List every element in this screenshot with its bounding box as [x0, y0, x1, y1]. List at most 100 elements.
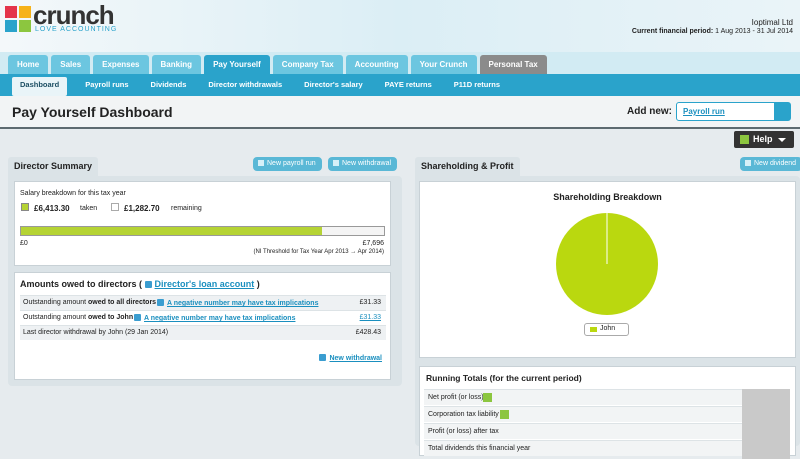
add-new-select[interactable]: Payroll run [676, 102, 791, 121]
nav-tab[interactable]: Sales [51, 55, 91, 74]
logo-square [5, 20, 17, 32]
range-min: £0 [20, 240, 28, 247]
legend-swatch [590, 327, 597, 332]
button[interactable]: New payroll run [253, 157, 322, 171]
sub-nav-item[interactable]: P11D returns [453, 80, 501, 89]
nav-tab[interactable]: Personal Tax [479, 55, 547, 74]
plus-icon [745, 160, 751, 166]
row-link[interactable]: A negative number may have tax implicati… [134, 314, 295, 322]
row-link[interactable]: A negative number may have tax implicati… [157, 299, 318, 307]
total-row: Total dividends this financial year [424, 440, 744, 456]
nav-tab[interactable]: Expenses [93, 55, 149, 74]
link-icon [134, 314, 141, 321]
help-label: Help [753, 134, 773, 144]
owed-row: Last director withdrawal by John (29 Jan… [20, 325, 386, 340]
sub-nav-item[interactable]: PAYE returns [384, 80, 432, 89]
link-icon [157, 299, 164, 306]
nav-tab[interactable]: Pay Yourself [204, 55, 270, 74]
progress-bar [20, 226, 385, 236]
row-amount[interactable]: £31.33 [359, 314, 381, 321]
period-label: Current financial period: [631, 28, 714, 35]
tab-bar: Home Sales Expenses Banking Pay Yourself Comp… [0, 52, 800, 74]
remaining-swatch [111, 203, 119, 211]
threshold-note: (NI Threshold for Tax Year Apr 2013 → Ap… [253, 249, 384, 255]
new-withdrawal-link[interactable]: New withdrawal [329, 355, 382, 362]
chart-title: Shareholding Breakdown [553, 192, 662, 202]
shareholding-panel: Shareholding Breakdown John Running Tota… [415, 176, 800, 459]
pie [556, 213, 658, 315]
tagline: LOVE ACCOUNTING [35, 26, 118, 33]
nav-tab[interactable]: Your Crunch [410, 55, 477, 74]
button-label: New payroll run [267, 160, 316, 167]
title-bar: Pay Yourself Dashboard Add new: Payroll … [0, 96, 800, 129]
header: crunch LOVE ACCOUNTING Ioptimal Ltd Curr… [0, 0, 800, 52]
help-icon [740, 135, 749, 144]
director-panel: Salary breakdown for this tax year £6,41… [8, 176, 402, 386]
logo[interactable]: crunch [33, 0, 115, 30]
total-row: Net profit (or loss) [424, 389, 744, 405]
total-row: Corporation tax liability [424, 406, 744, 422]
legend: John [584, 323, 629, 336]
owed-title-text: Amounts owed to directors ( [20, 279, 143, 289]
chart-box: Shareholding Breakdown John [419, 181, 796, 358]
loan-account-link[interactable]: Director's loan account [154, 279, 255, 289]
legend-label: John [600, 325, 616, 332]
row-label: Outstanding amount owed to all directors [23, 299, 156, 306]
panel-tab: Director Summary [8, 157, 99, 176]
button-label: New withdrawal [342, 160, 392, 167]
salary-heading: Salary breakdown for this tax year [20, 190, 126, 197]
help-icon [500, 410, 509, 419]
help-button[interactable]: Help [734, 131, 794, 148]
owed-title-end: ) [256, 279, 260, 289]
help-icon [483, 393, 492, 402]
nav-tab[interactable]: Banking [151, 55, 202, 74]
row-label-text: Last director withdrawal by John (29 Jan… [23, 329, 169, 336]
nav-tab[interactable]: Accounting [345, 55, 408, 74]
remaining-amount: £1,282.70 [124, 204, 160, 213]
page-title: Pay Yourself Dashboard [12, 104, 173, 120]
owed-row: Outstanding amount owed to all directors… [20, 295, 386, 310]
range-max: £7,696 [362, 240, 384, 247]
panel-tab: Shareholding & Profit [415, 157, 520, 176]
logo-square [5, 6, 17, 18]
select-value: Payroll run [683, 107, 725, 116]
sub-nav-item[interactable]: Payroll runs [85, 80, 129, 89]
row-label-bold: owed to all directors [88, 299, 157, 306]
row-label: Last director withdrawal by John (29 Jan… [23, 329, 168, 336]
period: 1 Aug 2013 - 31 Jul 2014 [715, 28, 793, 35]
taken-amount: £6,413.30 [34, 204, 70, 213]
select-arrow [774, 103, 790, 120]
taken-swatch [21, 203, 29, 211]
progress-fill [21, 227, 323, 235]
total-row: Profit (or loss) after tax [424, 423, 744, 439]
value-column [742, 389, 790, 459]
total-label: Corporation tax liability [428, 411, 499, 418]
sub-nav-item[interactable]: Director's salary [304, 80, 363, 89]
sub-nav: Dashboard Payroll runs Dividends Director w… [0, 74, 800, 96]
tax-link[interactable]: A negative number may have tax implicati… [144, 315, 296, 322]
logo-square [19, 20, 31, 32]
button[interactable]: New withdrawal [328, 157, 398, 171]
total-label: Total dividends this financial year [428, 445, 531, 452]
row-label-text: Outstanding amount [23, 299, 87, 306]
nav-tab[interactable]: Home [8, 55, 49, 74]
button-label: New dividend [754, 160, 797, 167]
nav-tab[interactable]: Company Tax [272, 55, 343, 74]
total-label: Profit (or loss) after tax [428, 428, 499, 435]
plus-icon [333, 160, 339, 166]
sub-nav-item[interactable]: Director withdrawals [208, 80, 283, 89]
sub-nav-item[interactable]: Dashboard [12, 77, 68, 96]
sub-nav-item[interactable]: Dividends [150, 80, 187, 89]
help-arrow [778, 138, 786, 146]
remaining-label: remaining [171, 205, 202, 212]
tax-link[interactable]: A negative number may have tax implicati… [167, 300, 319, 307]
total-label: Net profit (or loss) [428, 394, 484, 401]
running-totals-box: Running Totals (for the current period) … [419, 366, 796, 459]
financial-period: Current financial period: 1 Aug 2013 - 3… [632, 28, 793, 35]
new-withdrawal[interactable]: New withdrawal [319, 354, 382, 362]
add-new-label: Add new: [627, 106, 672, 117]
logo-square [19, 6, 31, 18]
button[interactable]: New dividend [740, 157, 800, 171]
row-label-bold: owed to John [88, 314, 134, 321]
